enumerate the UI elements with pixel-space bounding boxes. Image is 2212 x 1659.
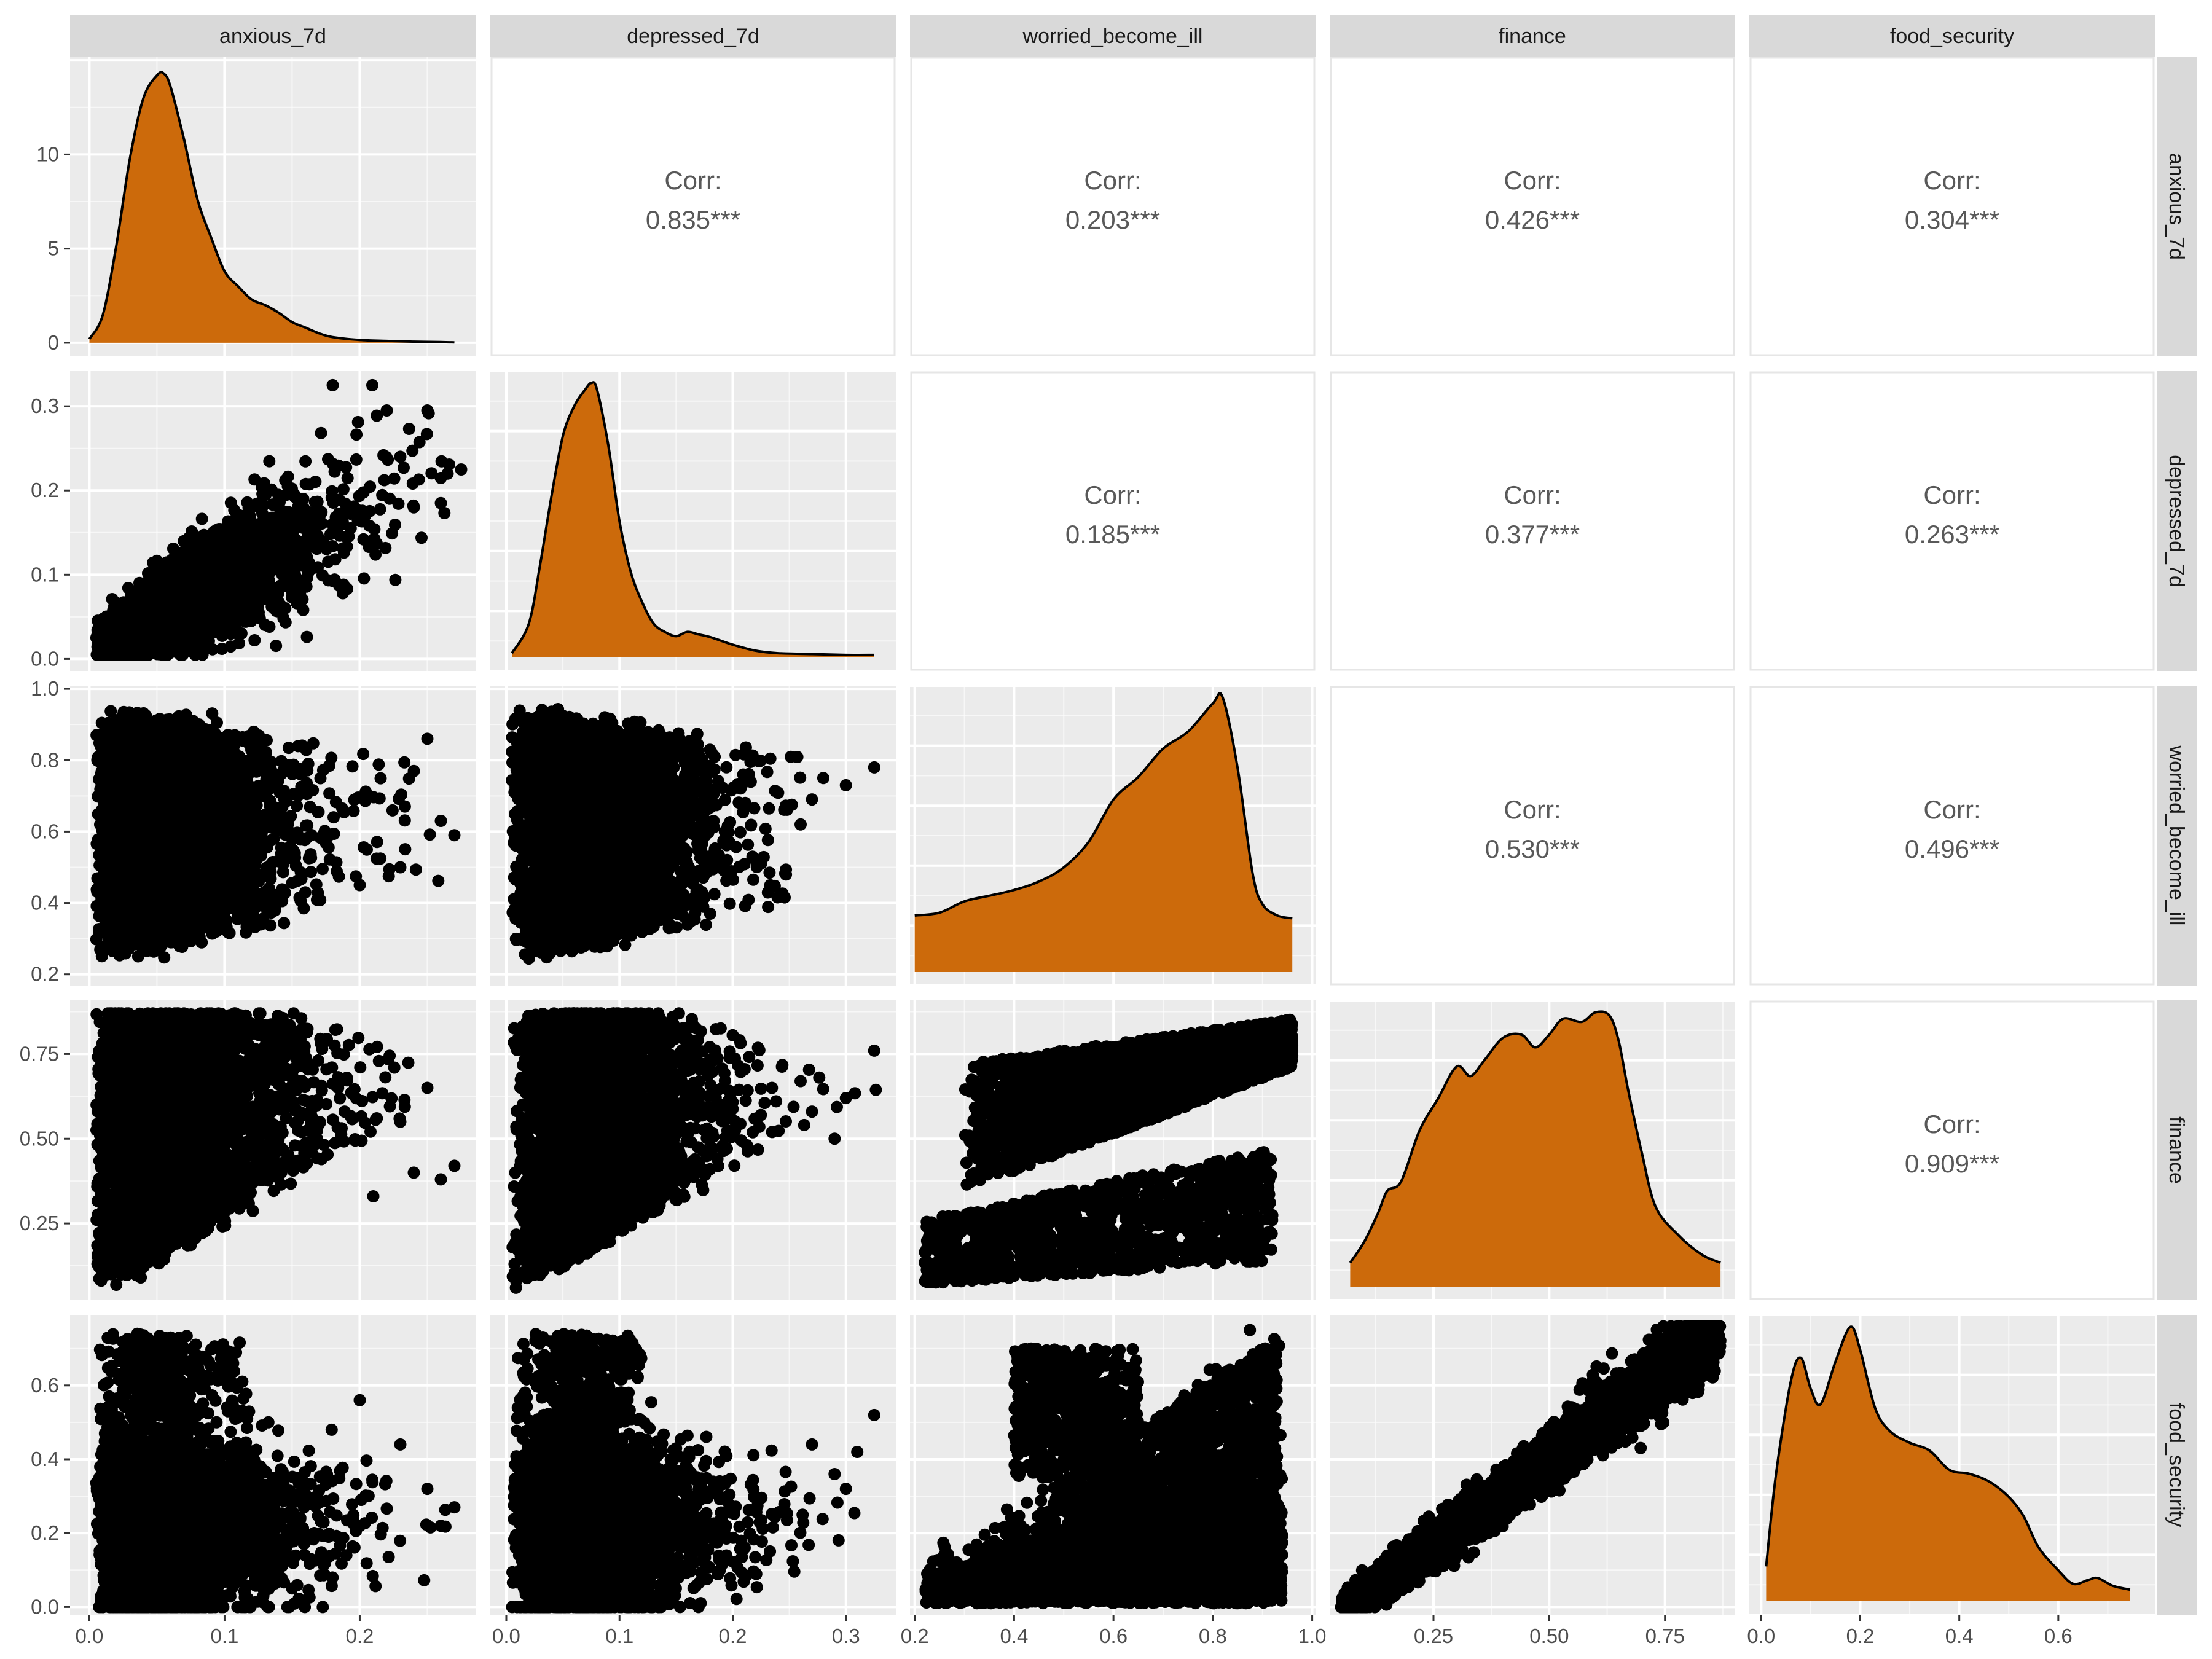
scatter-point	[436, 455, 448, 468]
scatter-point	[366, 379, 378, 391]
scatter-point	[342, 472, 354, 484]
scatter-point	[326, 540, 339, 552]
scatter-point	[339, 498, 351, 510]
scatter-point	[329, 466, 341, 478]
scatter-point	[326, 492, 338, 504]
scatter-point	[350, 453, 363, 466]
scatter-point	[374, 503, 386, 516]
scatter-point	[248, 634, 261, 646]
scatter-point	[398, 461, 410, 474]
scatter-point	[403, 423, 415, 435]
scatter-point	[389, 574, 401, 586]
scatter-point	[301, 631, 313, 643]
scatter-point	[299, 455, 312, 468]
scatter-point	[259, 619, 272, 631]
scatter-point	[350, 428, 363, 441]
scatter-point	[363, 541, 375, 553]
scatter-point	[280, 616, 292, 629]
scatter-point	[322, 555, 334, 568]
scatter-point	[309, 496, 321, 508]
scatter-point	[415, 531, 428, 544]
scatter-point	[196, 512, 208, 525]
scatter-point	[356, 516, 368, 528]
scatter-point	[174, 649, 186, 661]
scatter-point	[414, 436, 426, 449]
panels-layer: Corr:0.835***Corr:0.203***Corr:0.426***C…	[70, 57, 2155, 1615]
scatter-point	[263, 455, 275, 468]
scatter-point	[352, 416, 364, 428]
scatter-point	[368, 523, 380, 535]
scatter-point	[386, 527, 398, 539]
